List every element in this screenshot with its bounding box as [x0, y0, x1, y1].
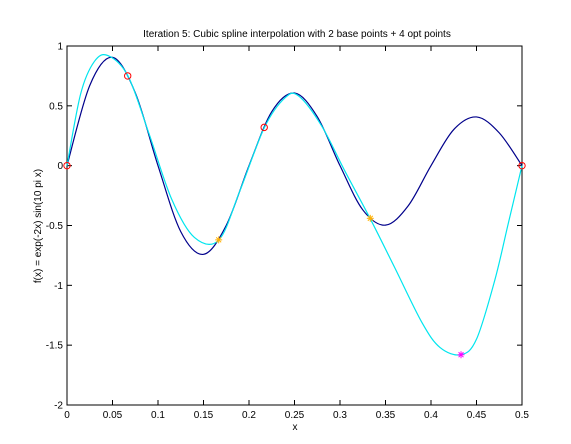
chart-title: Iteration 5: Cubic spline interpolation … — [143, 29, 451, 40]
base-point-marker — [260, 123, 268, 132]
x-axis: 0 0.05 0.1 0.15 0.2 0.25 0.3 0.35 0.4 0.45 0.5 — [64, 46, 529, 421]
y-tick-label: 0 — [57, 161, 63, 172]
x-tick-label: 0 — [64, 410, 70, 421]
x-tick-label: 0.2 — [242, 410, 256, 421]
y-tick-label: 1 — [57, 42, 63, 53]
y-tick-label: -1 — [54, 281, 63, 292]
x-tick-label: 0.15 — [194, 410, 214, 421]
y-tick-label: 0.5 — [49, 101, 63, 112]
x-tick-label: 0.45 — [467, 410, 487, 421]
y-tick-label: -2 — [54, 401, 63, 412]
x-tick-label: 0.05 — [103, 410, 123, 421]
marker-layer — [63, 72, 526, 359]
x-tick-label: 0.35 — [376, 410, 396, 421]
y-axis-label: f(x) = exp(-2x) sin(10 pi x) — [33, 169, 44, 283]
x-tick-label: 0.3 — [333, 410, 347, 421]
x-tick-label: 0.4 — [424, 410, 438, 421]
base-point-marker — [518, 161, 526, 170]
x-tick-label: 0.1 — [151, 410, 165, 421]
opt-point-marker — [215, 236, 223, 244]
y-tick-label: -0.5 — [46, 221, 64, 232]
base-point-marker — [123, 72, 132, 80]
opt-point-marker — [366, 214, 374, 222]
x-tick-label: 0.5 — [515, 410, 529, 421]
x-axis-label: x — [293, 422, 298, 433]
x-tick-label: 0.25 — [285, 410, 305, 421]
base-point-marker — [63, 161, 71, 170]
y-tick-label: -1.5 — [46, 341, 64, 352]
opt-point-marker — [457, 351, 465, 359]
y-axis: -2 -1.5 -1 -0.5 0 0.5 1 — [46, 42, 522, 412]
